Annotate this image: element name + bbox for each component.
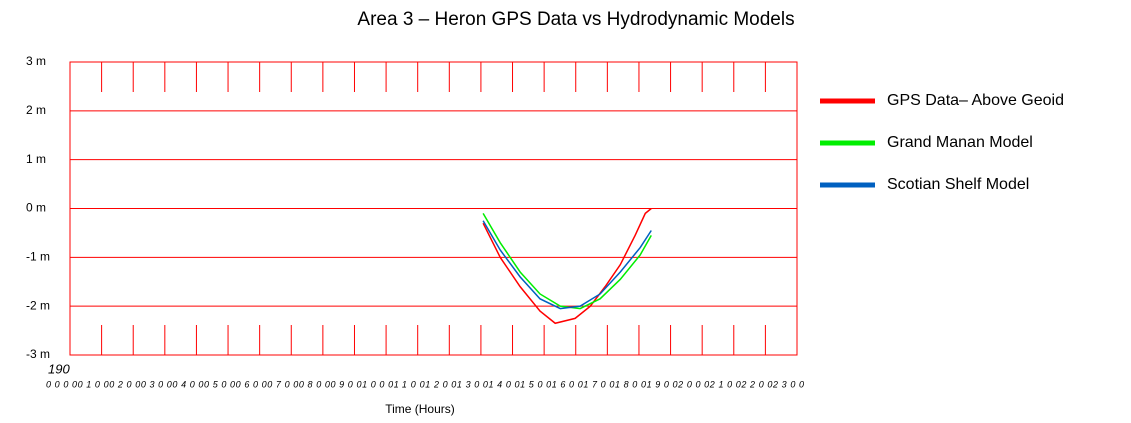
x-tick-label: 1700 [583,379,614,389]
x-tick-label: 0500 [204,379,235,389]
annotation: 190 [48,361,70,376]
x-tick-label: 2300 [772,379,804,389]
y-tick-label: 1 m [26,152,46,166]
x-tick-label: 0000 [46,379,77,389]
y-tick-label: -2 m [26,298,50,312]
chart-title: Area 3 – Heron GPS Data vs Hydrodynamic … [357,9,794,30]
x-tick-label: 1100 [394,379,425,389]
x-tick-label: 0300 [141,379,172,389]
y-tick-label: 2 m [26,103,46,117]
x-tick-label: 2100 [709,379,741,389]
y-tick-label: 0 m [26,201,46,215]
series-line [482,207,652,325]
x-axis-label: Time (Hours) [385,402,455,416]
y-tick-label: 3 m [26,54,46,68]
series-line [482,220,652,310]
y-tick-label: -1 m [26,250,50,264]
x-tick-label: 2200 [740,379,772,389]
x-tick-label: 1600 [552,379,583,389]
x-tick-label: 1300 [457,379,488,389]
x-tick-label: 0200 [109,379,140,389]
legend-label: Scotian Shelf Model [887,176,1029,193]
x-tick-label: 0400 [172,379,203,389]
x-tick-label: 1000 [362,379,393,389]
x-tick-label: 1800 [615,379,646,389]
x-tick-label: 2000 [677,379,709,389]
x-tick-label: 0800 [299,379,330,389]
plot-frame [69,61,798,356]
y-tick-label: -3 m [26,347,50,361]
x-tick-label: 1900 [647,379,678,389]
x-tick-label: 1200 [425,379,456,389]
x-tick-label: 1400 [489,379,520,389]
x-tick-label: 0900 [330,379,361,389]
x-tick-label: 0700 [267,379,298,389]
x-tick-label: 0600 [236,379,267,389]
legend-label: Grand Manan Model [887,134,1033,151]
x-tick-label: 1500 [520,379,551,389]
x-tick-label: 0100 [78,379,109,389]
legend-label: GPS Data– Above Geoid [887,92,1064,109]
